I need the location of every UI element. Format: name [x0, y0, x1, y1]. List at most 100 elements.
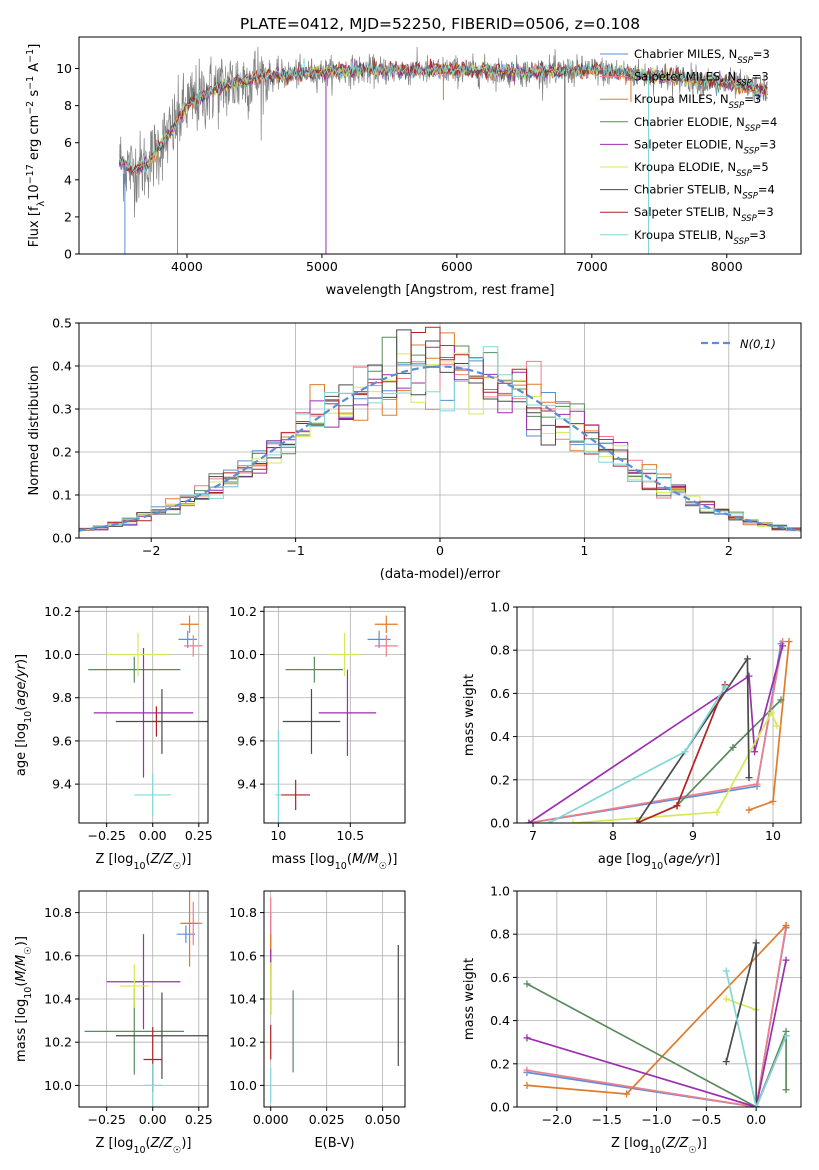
x-tick-label: 2	[725, 543, 733, 558]
series-chabrier_elodie	[673, 696, 785, 810]
x-tick-label: −1.5	[592, 1112, 622, 1127]
x-tick-label: 0	[436, 543, 444, 558]
series-kroupa_miles	[523, 922, 790, 1098]
y-axis-label: age [log10(age/yr)]	[14, 654, 34, 776]
x-tick-label: 0.25	[185, 828, 213, 843]
y-tick-label: 10.6	[229, 948, 257, 963]
legend-label-normal: N(0,1)	[740, 337, 776, 351]
legend-label-chabrier_elodie: Chabrier ELODIE, NSSP=4	[634, 115, 777, 134]
y-tick-label: 0.4	[52, 359, 72, 374]
series-marker	[773, 722, 781, 730]
series-marker	[782, 956, 790, 964]
errorbar-kroupa_elodie	[330, 632, 359, 677]
errorbar-kroupa_stelib	[143, 1063, 162, 1107]
panel-weight_vs_age: 7 8 9 10 0.0 0.2 0.4 0.6 0.8 1.0 age [log10(age/yr…	[462, 600, 802, 872]
y-tick-label: 6	[64, 135, 72, 150]
series-marker	[673, 802, 681, 810]
x-tick-label: 1	[580, 543, 588, 558]
y-tick-label: 9.6	[237, 733, 257, 748]
series-marker	[523, 980, 531, 988]
x-tick-label: −2.0	[542, 1112, 572, 1127]
errorbar-salpeter_stelib	[281, 779, 311, 811]
errorbar-chabrier_stelib	[115, 689, 208, 754]
plot-area	[79, 326, 801, 532]
x-tick-label: 10.5	[336, 828, 364, 843]
panel-mass_vs_EBV: 0.000 0.025 0.050 10.0 10.2 10.4 10.6 10.8 E(B-V…	[229, 890, 406, 1151]
series-marker	[752, 939, 760, 947]
x-tick-label: 7000	[576, 259, 608, 274]
y-tick-label: 0.0	[490, 816, 510, 831]
x-axis-label: wavelength [Angstrom, rest frame]	[326, 283, 555, 298]
series-marker	[782, 1032, 790, 1040]
errorbar-kroupa_miles	[374, 615, 398, 633]
axes-frame	[78, 36, 802, 255]
panel-residuals: −2 −1 0 1 2 0.0 0.1 0.2 0.3 0.4 0.5 N(0,1) (data-mod…	[27, 316, 802, 582]
histogram-salpeter_miles	[79, 360, 801, 530]
series-marker	[782, 1086, 790, 1094]
y-tick-label: 9.6	[52, 733, 72, 748]
x-tick-label: −0.25	[87, 1112, 125, 1127]
plot-area	[525, 638, 793, 823]
y-tick-label: 0.4	[490, 1013, 510, 1028]
y-axis-label: Normed distribution	[27, 366, 42, 496]
series-line	[528, 645, 784, 823]
series-marker	[722, 967, 730, 975]
series-marker	[722, 1058, 730, 1066]
y-tick-label: 2	[64, 209, 72, 224]
x-tick-label: 0.050	[365, 1112, 401, 1127]
plot-area	[523, 922, 790, 1107]
x-tick-label: 0.00	[139, 828, 167, 843]
y-tick-label: 10.0	[229, 1078, 257, 1093]
errorbar-chabrier_stelib	[282, 689, 341, 754]
series-marker	[523, 1066, 531, 1074]
series-marker	[767, 709, 775, 717]
errorbar-salpeter_miles	[184, 635, 203, 657]
x-axis-label: mass [log10(M/M☉)]	[272, 852, 398, 872]
series-marker	[745, 672, 753, 680]
series-marker	[782, 922, 790, 930]
x-tick-label: 10	[765, 828, 781, 843]
errorbar-chabrier_elodie	[285, 656, 344, 683]
y-tick-label: 0.4	[490, 729, 510, 744]
panel-mass_vs_Z: −0.25 0.00 0.25 10.0 10.2 10.4 10.6 10.8 Z [log1…	[14, 890, 213, 1156]
series-marker	[729, 743, 737, 751]
errorbar-salpeter_stelib	[152, 706, 161, 737]
panel-weight_vs_Z: −2.0 −1.5 −1.0 −0.5 0.0 0.0 0.2 0.4 0.6 0.8 1.0 Z […	[462, 884, 802, 1156]
y-axis-label: mass [log10(M/M☉)]	[14, 936, 34, 1062]
panel-spectrum: 4000 5000 6000 7000 8000 0 2 4 6 8 10 wavelength [A…	[25, 36, 802, 298]
y-tick-label: 10.2	[229, 1035, 257, 1050]
x-axis-label: age [log10(age/yr)]	[598, 852, 720, 872]
y-tick-label: 0.8	[490, 643, 510, 658]
series-marker	[779, 642, 787, 650]
y-tick-label: 9.4	[237, 777, 257, 792]
series-marker	[623, 1090, 631, 1098]
series-marker	[569, 819, 577, 823]
y-tick-label: 0.2	[52, 445, 72, 460]
plot-area	[84, 891, 208, 1107]
series-marker	[752, 1103, 760, 1107]
series-line	[526, 959, 787, 1107]
x-tick-label: 0.025	[309, 1112, 345, 1127]
plot-area	[119, 46, 768, 254]
y-tick-label: 0.2	[490, 1056, 510, 1071]
errorbar-kroupa_stelib	[275, 730, 282, 823]
x-tick-label: 6000	[441, 259, 473, 274]
series-kroupa_stelib	[545, 683, 729, 823]
series-marker	[523, 1034, 531, 1042]
x-tick-label: 10	[270, 828, 286, 843]
y-tick-label: 10.2	[44, 604, 72, 619]
series-line	[725, 970, 787, 1107]
y-tick-label: 10.8	[44, 905, 72, 920]
x-axis-label: Z [log10(Z/Z☉)]	[96, 852, 192, 872]
series-marker	[745, 806, 753, 814]
errorbar-kroupa_elodie	[119, 964, 150, 1008]
series-marker	[722, 995, 730, 1003]
legend-label-chabrier_stelib: Chabrier STELIB, NSSP=4	[634, 183, 775, 202]
plot-area	[270, 897, 399, 1103]
x-tick-label: 5000	[306, 259, 338, 274]
errorbar-chabrier_stelib	[115, 992, 208, 1079]
series-marker	[713, 808, 721, 816]
y-tick-label: 10	[56, 61, 72, 76]
y-tick-label: 10.0	[44, 1078, 72, 1093]
